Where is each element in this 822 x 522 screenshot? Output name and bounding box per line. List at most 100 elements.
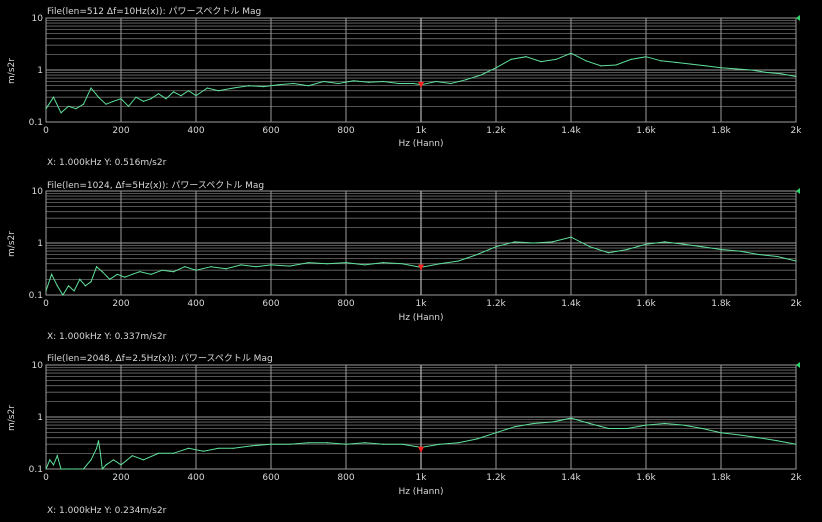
spectrum-point bbox=[645, 56, 647, 58]
y-tick-label: 1 bbox=[37, 239, 43, 249]
spectrum-point bbox=[607, 252, 610, 254]
spectrum-point bbox=[90, 87, 92, 89]
y-tick-labels: 10 1 0.1 bbox=[29, 187, 44, 301]
spectrum-point bbox=[630, 58, 632, 60]
x-axis-label: Hz (Hann) bbox=[398, 487, 443, 497]
spectrum-point bbox=[79, 278, 81, 280]
spectrum-point bbox=[795, 443, 797, 445]
spectrum-point bbox=[251, 445, 253, 447]
spectrum-point bbox=[172, 452, 175, 454]
spectrum-point bbox=[232, 87, 235, 89]
spectrum-point bbox=[382, 80, 385, 83]
spectrum-point bbox=[202, 450, 205, 452]
spectrum-point bbox=[60, 468, 62, 470]
x-tick-label: 1.8k bbox=[711, 299, 731, 309]
spectrum-point bbox=[135, 96, 137, 98]
x-tick-label: 800 bbox=[337, 473, 354, 483]
y-tick-label: 0.1 bbox=[29, 118, 43, 128]
spectrum-point bbox=[757, 253, 760, 256]
x-tick-label: 1.2k bbox=[486, 126, 506, 136]
spectrum-point bbox=[326, 442, 328, 444]
spectrum-trace-line bbox=[45, 236, 797, 296]
spectrum-point bbox=[675, 61, 677, 64]
spectrum-point bbox=[382, 443, 385, 445]
spectrum-point bbox=[664, 241, 666, 243]
spectrum-point bbox=[75, 108, 77, 110]
spectrum-point bbox=[90, 281, 92, 283]
spectrum-point bbox=[101, 271, 103, 273]
spectrum-point bbox=[345, 443, 347, 445]
spectrum-point bbox=[367, 81, 370, 83]
y-tick-label: 10 bbox=[32, 14, 44, 24]
x-tick-label: 1.6k bbox=[636, 126, 656, 136]
spectrum-point bbox=[84, 285, 86, 287]
spectrum-point bbox=[270, 264, 272, 266]
spectrum-point bbox=[476, 438, 478, 440]
spectrum-point bbox=[184, 266, 186, 268]
cursor-readout: X: 1.000kHz Y: 0.516m/s2r bbox=[47, 158, 167, 168]
x-tick-label: 0 bbox=[43, 299, 49, 309]
spectrum-point bbox=[109, 278, 111, 280]
spectrum-point bbox=[187, 447, 190, 449]
spectrum-point bbox=[397, 82, 400, 85]
spectrum-point bbox=[217, 447, 220, 449]
spectrum-point bbox=[307, 442, 310, 444]
spectrum-point bbox=[131, 455, 133, 457]
spectrum-point bbox=[67, 468, 70, 470]
panel-title: File(len=1024, Δf=5Hz(x)): パワースペクトル Mag bbox=[47, 180, 264, 191]
spectrum-point bbox=[600, 65, 602, 67]
spectrum-point bbox=[172, 91, 175, 93]
spectrum-point bbox=[401, 263, 403, 265]
spectrum-point bbox=[112, 459, 115, 461]
cursor-readout: X: 1.000kHz Y: 0.234m/s2r bbox=[47, 506, 167, 516]
spectrum-point bbox=[465, 79, 467, 81]
spectrum-point bbox=[112, 100, 115, 102]
spectrum-point bbox=[682, 424, 685, 426]
spectrum-point bbox=[225, 268, 227, 270]
x-tick-label: 1.2k bbox=[486, 473, 506, 483]
x-tick-label: 1.6k bbox=[636, 473, 656, 483]
spectrum-point bbox=[401, 443, 403, 445]
spectrum-point bbox=[255, 266, 257, 268]
panel-title: File(len=512 Δf=10Hz(x)): パワースペクトル Mag bbox=[47, 6, 261, 17]
spectrum-point bbox=[514, 426, 516, 428]
spectrum-point bbox=[570, 236, 572, 238]
spectrum-point bbox=[607, 427, 610, 430]
spectrum-point bbox=[739, 250, 741, 252]
spectrum-point bbox=[45, 108, 47, 110]
spectrum-point bbox=[476, 253, 478, 256]
spectrum-point bbox=[337, 82, 340, 85]
spectrum-point bbox=[776, 440, 778, 442]
spectrum-point bbox=[589, 422, 591, 425]
spectrum-point bbox=[64, 468, 66, 470]
y-tick-label: 0.1 bbox=[29, 465, 43, 475]
spectrum-point bbox=[585, 60, 587, 62]
y-axis-label: m/s2r bbox=[7, 231, 17, 257]
spectrum-point bbox=[142, 459, 145, 461]
x-tick-label: 1.8k bbox=[711, 473, 731, 483]
cursor-readout: X: 1.000kHz Y: 0.337m/s2r bbox=[47, 332, 167, 342]
cursor-marker bbox=[418, 264, 424, 271]
spectrum-point bbox=[105, 103, 107, 105]
spectrum-point bbox=[307, 85, 310, 87]
spectrum-panel-3: File(len=2048, Δf=2.5Hz(x)): パワースペクトル Ma… bbox=[7, 353, 802, 516]
spectrum-point bbox=[97, 96, 100, 98]
spectrum-point bbox=[97, 440, 100, 442]
spectrum-point bbox=[52, 96, 55, 98]
spectrum-point bbox=[645, 424, 647, 426]
range-marker-flag bbox=[796, 15, 800, 21]
y-tick-label: 1 bbox=[37, 413, 43, 423]
spectrum-point bbox=[307, 261, 310, 264]
spectrum-point bbox=[540, 61, 542, 63]
spectrum-point bbox=[795, 260, 797, 262]
spectrum-point bbox=[67, 285, 70, 287]
spectrum-point bbox=[570, 52, 572, 54]
cursor-layer bbox=[418, 15, 800, 122]
spectrum-point bbox=[439, 263, 441, 265]
spectrum-point bbox=[90, 459, 92, 461]
spectrum-point bbox=[240, 264, 242, 266]
spectrum-point bbox=[570, 417, 572, 419]
x-tick-label: 1.6k bbox=[636, 299, 656, 309]
spectrum-point bbox=[525, 56, 527, 58]
